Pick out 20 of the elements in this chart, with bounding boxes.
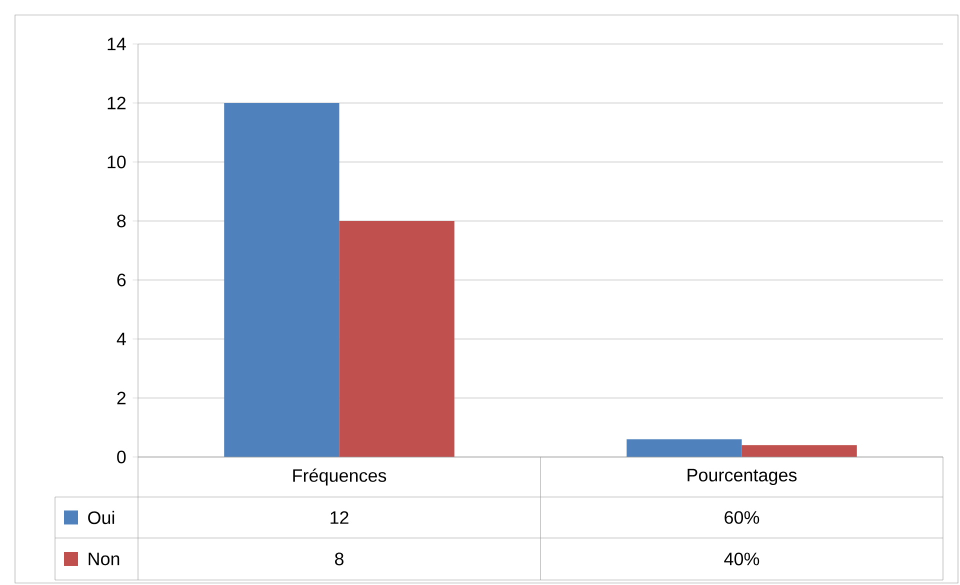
y-tick-label: 12: [108, 96, 126, 110]
y-tick-label: 8: [117, 214, 126, 228]
y-tick-label: 0: [117, 450, 126, 464]
bar: [224, 102, 340, 457]
legend-label: Non: [88, 552, 120, 566]
data-label: 8: [335, 552, 344, 566]
data-label: 12: [330, 511, 348, 524]
y-tick-label: 6: [117, 274, 126, 286]
y-tick-label: 2: [117, 392, 126, 404]
bar: [742, 445, 857, 457]
bar: [339, 220, 454, 457]
data-label: 60%: [724, 511, 760, 524]
bar: [626, 439, 742, 457]
legend-label: Oui: [88, 510, 114, 524]
y-tick-label: 4: [116, 332, 126, 346]
data-label: 40%: [724, 552, 760, 566]
x-tick-label: Fréquences: [293, 468, 386, 486]
x-tick-label: Pourcentages: [688, 468, 797, 486]
y-tick-label: 10: [108, 156, 126, 168]
y-tick-label: 14: [108, 38, 126, 50]
